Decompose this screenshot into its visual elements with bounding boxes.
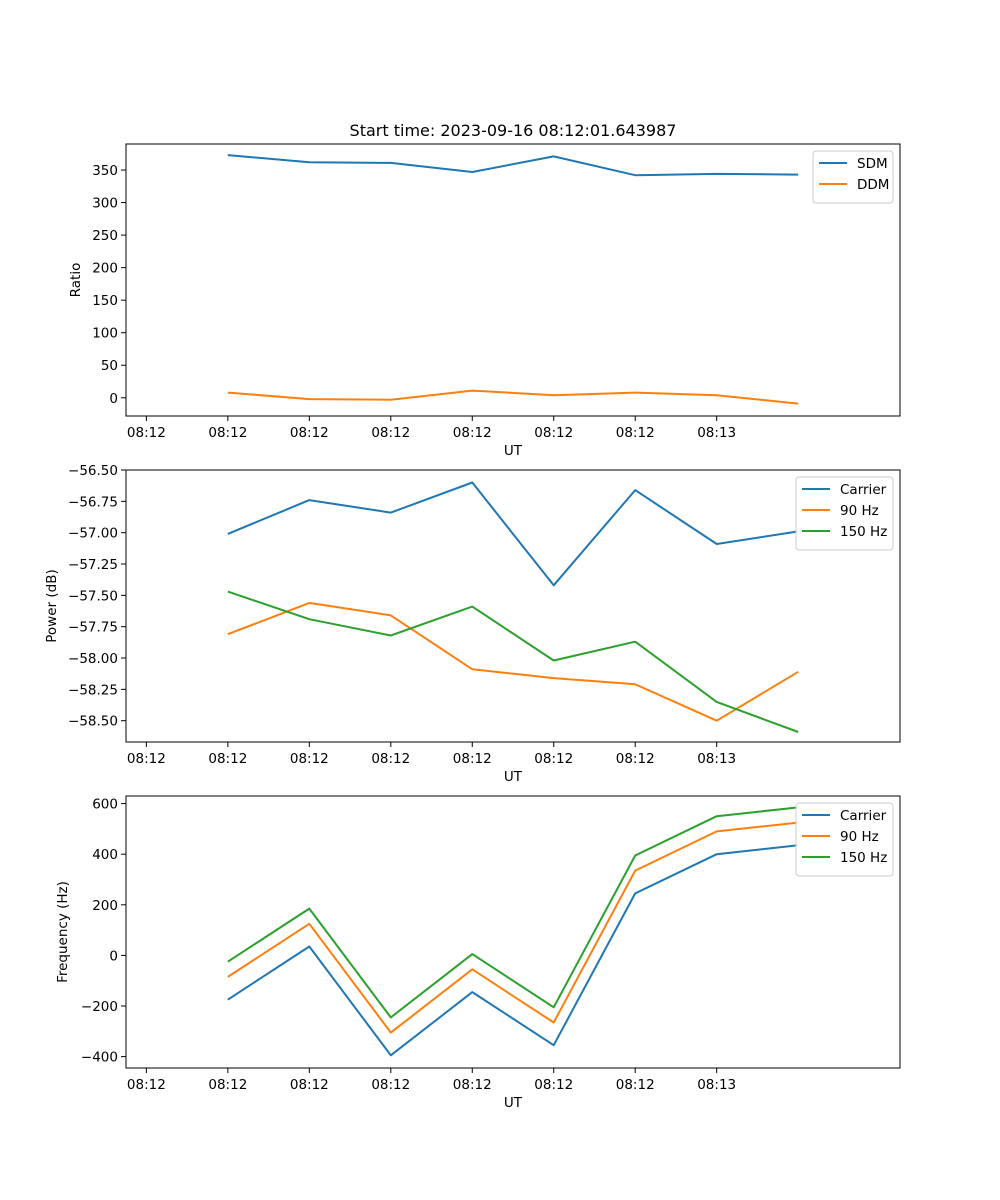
figure-title: Start time: 2023-09-16 08:12:01.643987 (350, 121, 677, 140)
x-tick-label: 08:12 (371, 751, 410, 767)
plot-frequency: −400 −200 0 200 400 600 08:12 08:12 08:12 08:12 08… (55, 795, 901, 1111)
legend-label: Carrier (840, 808, 887, 824)
y-tick-label: 100 (92, 326, 118, 342)
plot-ratio: 0 50 100 150 200 250 300 350 08:12 08:12 08:12 08:1… (68, 143, 901, 459)
legend-label: SDM (857, 156, 888, 172)
axes-frame (125, 795, 901, 1069)
y-tick-label: −57.25 (68, 557, 118, 573)
y-tick-label: −200 (81, 999, 118, 1015)
x-tick-label: 08:12 (453, 1077, 492, 1093)
series-line-sdm (227, 154, 799, 177)
x-axis-label: UT (504, 1095, 523, 1111)
x-tick-label: 08:12 (371, 425, 410, 441)
legend-label: 90 Hz (840, 503, 879, 519)
x-tick-label: 08:12 (534, 751, 573, 767)
x-tick-label: 08:12 (534, 1077, 573, 1093)
axes-frame (125, 143, 901, 417)
y-tick-label: 200 (92, 261, 118, 277)
y-tick-label: 150 (92, 293, 118, 309)
legend: SDM DDM (812, 150, 894, 204)
legend-label: 90 Hz (840, 829, 879, 845)
y-axis-label: Ratio (68, 263, 84, 298)
x-axis-label: UT (504, 769, 523, 785)
y-axis-label: Power (dB) (44, 569, 60, 642)
series-line-150-hz (227, 590, 799, 733)
x-tick-label: 08:12 (208, 751, 247, 767)
legend: Carrier 90 Hz 150 Hz (795, 476, 894, 551)
y-tick-label: 50 (101, 358, 118, 374)
legend-label: DDM (857, 177, 889, 193)
x-tick-label: 08:12 (616, 751, 655, 767)
x-tick-label: 08:12 (616, 1077, 655, 1093)
plot-power: −56.50 −56.75 −57.00 −57.25 −57.50 −57.75 −58.… (44, 463, 901, 785)
x-tick-label: 08:12 (127, 1077, 166, 1093)
y-tick-label: −57.50 (68, 588, 118, 604)
legend-label: 150 Hz (840, 524, 887, 540)
x-tick-label: 08:12 (290, 1077, 329, 1093)
x-tick-label: 08:13 (697, 425, 736, 441)
y-tick-label: −400 (81, 1050, 118, 1066)
series-line-carrier (227, 844, 799, 1057)
y-tick-label: 600 (92, 797, 118, 813)
y-tick-label: −58.50 (68, 714, 118, 730)
y-tick-label: 400 (92, 847, 118, 863)
y-tick-label: −56.75 (68, 494, 118, 510)
x-tick-label: 08:12 (371, 1077, 410, 1093)
y-tick-label: −56.50 (68, 463, 118, 479)
y-tick-label: 200 (92, 898, 118, 914)
series-line-90-hz (227, 821, 799, 1034)
x-tick-label: 08:13 (697, 751, 736, 767)
series-line-90-hz (227, 601, 799, 722)
legend: Carrier 90 Hz 150 Hz (795, 802, 894, 877)
x-tick-label: 08:12 (127, 425, 166, 441)
y-tick-label: −58.25 (68, 682, 118, 698)
y-tick-label: −57.00 (68, 526, 118, 542)
series-line-150-hz (227, 806, 799, 1019)
legend-label: Carrier (840, 482, 887, 498)
axes-frame (125, 469, 901, 743)
series-line-ddm (227, 389, 799, 405)
x-tick-label: 08:12 (534, 425, 573, 441)
x-tick-label: 08:12 (127, 751, 166, 767)
y-tick-label: −58.00 (68, 651, 118, 667)
x-tick-label: 08:13 (697, 1077, 736, 1093)
y-tick-label: 350 (92, 163, 118, 179)
y-tick-label: −57.75 (68, 620, 118, 636)
y-axis-label: Frequency (Hz) (55, 881, 71, 983)
x-axis-label: UT (504, 443, 523, 459)
x-tick-label: 08:12 (453, 751, 492, 767)
y-tick-label: 0 (109, 948, 118, 964)
x-tick-label: 08:12 (290, 425, 329, 441)
x-tick-label: 08:12 (616, 425, 655, 441)
x-tick-label: 08:12 (208, 425, 247, 441)
y-tick-label: 250 (92, 228, 118, 244)
x-tick-label: 08:12 (208, 1077, 247, 1093)
y-tick-label: 300 (92, 196, 118, 212)
y-tick-label: 0 (109, 391, 118, 407)
series-line-carrier (227, 481, 799, 587)
legend-label: 150 Hz (840, 850, 887, 866)
x-tick-label: 08:12 (453, 425, 492, 441)
x-tick-label: 08:12 (290, 751, 329, 767)
